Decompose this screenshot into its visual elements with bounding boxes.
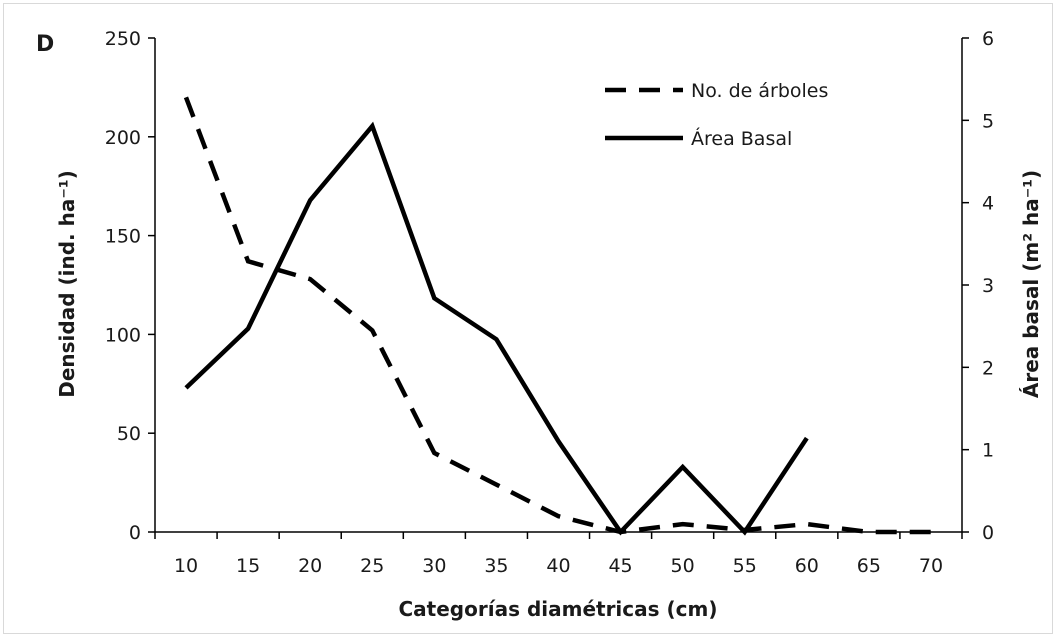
axes-group xyxy=(154,38,963,533)
panel-label: D xyxy=(36,32,54,57)
x-tick-label: 50 xyxy=(671,555,695,577)
series-group xyxy=(183,96,931,536)
y-left-tick-label: 200 xyxy=(105,127,141,149)
y-axis-title-left: Densidad (ind. ha⁻¹) xyxy=(55,170,79,398)
y-right-tick-label: 0 xyxy=(982,522,994,544)
x-tick-label: 25 xyxy=(360,555,384,577)
x-tick-label: 45 xyxy=(608,555,632,577)
y-right-tick-label: 3 xyxy=(982,275,994,297)
y-right-tick-label: 4 xyxy=(982,193,994,215)
x-tick-label: 40 xyxy=(546,555,570,577)
x-tick-label: 30 xyxy=(422,555,446,577)
x-tick-label: 70 xyxy=(919,555,943,577)
y-axis-title-right: Área basal (m² ha⁻¹) xyxy=(1019,170,1043,398)
x-tick-label: 55 xyxy=(733,555,757,577)
y-left-tick-label: 50 xyxy=(117,423,141,445)
y-right-tick-label: 5 xyxy=(982,110,994,132)
y-left-tick-label: 100 xyxy=(105,324,141,346)
series-line-area-basal xyxy=(184,121,809,536)
y-right-tick-label: 6 xyxy=(982,28,994,50)
series-line-no-de-arboles xyxy=(183,96,931,535)
legend-label: No. de árboles xyxy=(691,80,828,102)
x-tick-label: 65 xyxy=(857,555,881,577)
x-axis-title: Categorías diamétricas (cm) xyxy=(399,597,718,621)
x-tick-label: 35 xyxy=(484,555,508,577)
x-tick-label: 10 xyxy=(174,555,198,577)
chart-frame xyxy=(3,3,1053,634)
x-tick-label: 15 xyxy=(236,555,260,577)
x-tick-label: 60 xyxy=(795,555,819,577)
legend: No. de árboles Área Basal xyxy=(605,80,828,150)
y-right-tick-label: 1 xyxy=(982,440,994,462)
y-right-tick-label: 2 xyxy=(982,357,994,379)
legend-label: Área Basal xyxy=(691,127,792,150)
y-left-tick-label: 250 xyxy=(105,28,141,50)
y-left-tick-label: 150 xyxy=(105,226,141,248)
x-tick-label: 20 xyxy=(298,555,322,577)
y-left-tick-label: 0 xyxy=(129,522,141,544)
